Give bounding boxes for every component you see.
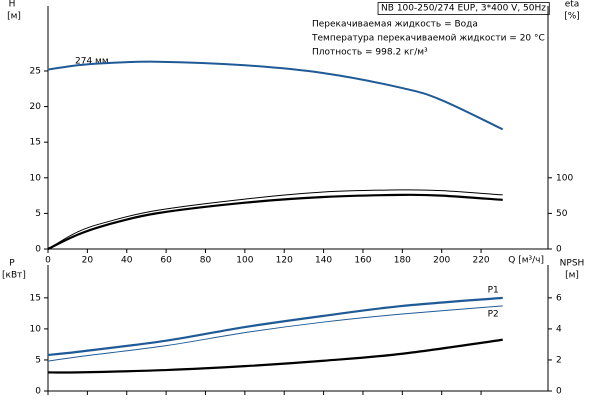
- y-unit: [м]: [7, 12, 21, 22]
- series-line: [47, 193, 503, 250]
- x-tick-label: 160: [354, 256, 371, 266]
- y-label: P: [9, 259, 15, 269]
- x-tick-label: 80: [200, 256, 212, 266]
- y-tick-label: 0: [35, 245, 41, 255]
- y2-tick-label: 0: [556, 387, 562, 397]
- note: Температура перекачиваемой жидкости = 20…: [311, 34, 545, 44]
- y-tick-label: 0: [35, 387, 41, 397]
- y2-label: eta: [565, 0, 580, 10]
- curve-label: 274 мм: [75, 57, 109, 67]
- x-tick-label: 180: [394, 256, 411, 266]
- x-tick-label: 60: [160, 256, 172, 266]
- x-tick-label: 100: [236, 256, 253, 266]
- x-tick-label: 220: [472, 256, 489, 266]
- series-line: [47, 305, 503, 362]
- chart-title: NB 100-250/274 EUP, 3*400 V, 50Hz: [381, 4, 546, 14]
- y-tick-label: 10: [30, 173, 42, 183]
- x-tick-label: 0: [45, 256, 51, 266]
- series-line: [47, 296, 503, 357]
- y2-tick-label: 100: [556, 173, 573, 183]
- y2-tick-label: 2: [556, 355, 562, 365]
- y2-tick-label: 50: [556, 209, 568, 219]
- y-tick-label: 10: [30, 324, 42, 334]
- x-tick-label: 20: [82, 256, 94, 266]
- y-tick-label: 25: [30, 66, 41, 76]
- y-tick-label: 5: [35, 355, 41, 365]
- series-line: [47, 338, 503, 374]
- note: Плотность = 998.2 кг/м³: [312, 48, 428, 58]
- series-label: P2: [488, 309, 499, 319]
- x-tick-label: 200: [433, 256, 450, 266]
- title-box: [377, 2, 550, 15]
- x-tick-label: 120: [276, 256, 293, 266]
- y2-unit: [%]: [564, 12, 580, 22]
- x-label: Q [м³/ч]: [508, 256, 544, 266]
- y2-unit: [м]: [565, 271, 579, 281]
- y-tick-label: 15: [30, 293, 41, 303]
- y-unit: [кВт]: [2, 271, 26, 281]
- y2-tick-label: 4: [556, 324, 562, 334]
- x-tick-label: 140: [315, 256, 332, 266]
- series-line: [47, 189, 503, 250]
- x-tick-label: 40: [121, 256, 133, 266]
- y-tick-label: 20: [30, 102, 42, 112]
- y2-tick-label: 6: [556, 293, 562, 303]
- y-tick-label: 5: [35, 209, 41, 219]
- note: Перекачиваемая жидкость = Вода: [312, 20, 478, 30]
- y2-label: NPSH: [560, 259, 585, 269]
- y-tick-label: 15: [30, 138, 41, 148]
- y2-tick-label: 0: [556, 245, 562, 255]
- y-label: H: [9, 0, 16, 10]
- series-line: [47, 60, 504, 131]
- series-label: P1: [488, 285, 499, 295]
